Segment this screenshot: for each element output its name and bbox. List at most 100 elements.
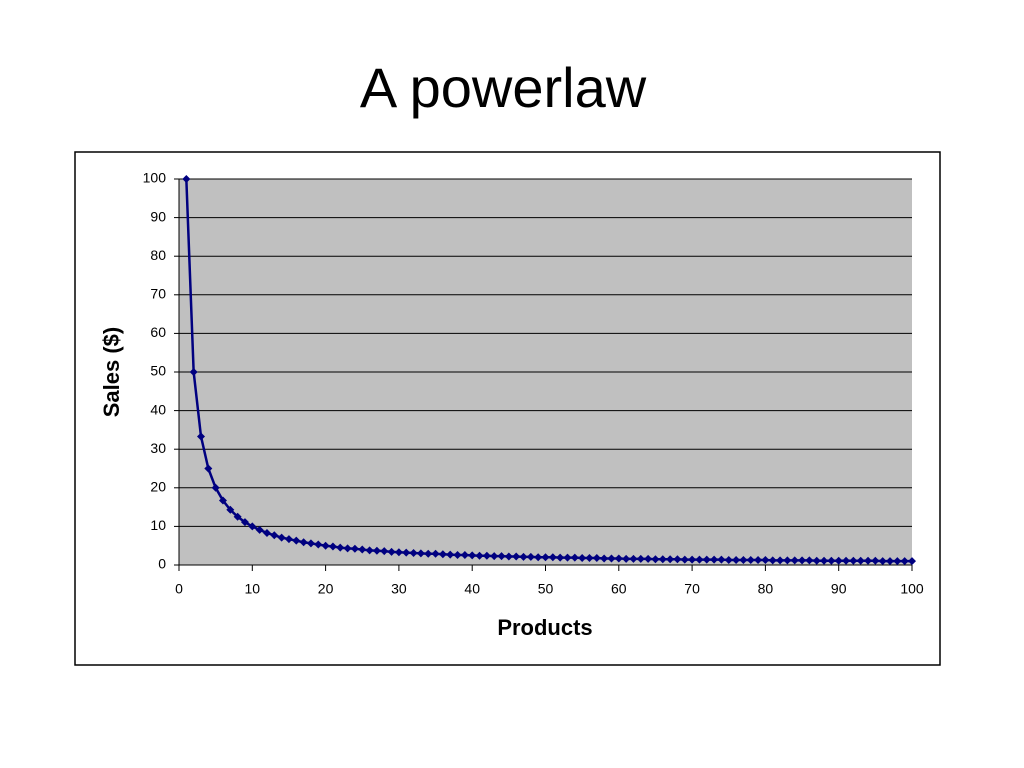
- data-point: [585, 554, 594, 563]
- data-point: [438, 550, 447, 559]
- data-point: [622, 554, 631, 563]
- data-point: [277, 533, 286, 542]
- y-tick-label: 40: [150, 401, 166, 417]
- data-point: [600, 554, 609, 563]
- data-point: [834, 556, 843, 565]
- data-point: [842, 556, 851, 565]
- data-point: [710, 555, 719, 564]
- data-point: [746, 555, 755, 564]
- data-point: [292, 536, 301, 545]
- y-tick-label: 60: [150, 324, 166, 340]
- data-point: [607, 554, 616, 563]
- data-point: [849, 556, 858, 565]
- data-point: [409, 549, 418, 558]
- data-point: [299, 538, 308, 547]
- data-point: [798, 556, 807, 565]
- y-tick-label: 100: [143, 170, 167, 186]
- data-point: [314, 540, 323, 549]
- data-point: [570, 553, 579, 562]
- x-tick-label: 100: [900, 581, 924, 597]
- data-point: [262, 528, 271, 537]
- data-point: [365, 546, 374, 555]
- data-point: [182, 175, 191, 183]
- data-point: [878, 557, 887, 566]
- x-tick-label: 40: [464, 581, 480, 597]
- data-point: [394, 548, 403, 557]
- data-point: [453, 550, 462, 559]
- data-point: [189, 368, 198, 376]
- data-point: [856, 556, 865, 565]
- data-point: [306, 539, 315, 548]
- y-tick-label: 90: [150, 208, 166, 224]
- y-tick-label: 70: [150, 286, 166, 302]
- data-point: [336, 543, 345, 552]
- data-point: [776, 556, 785, 565]
- data-point: [908, 557, 916, 566]
- data-point: [805, 556, 814, 565]
- data-point: [321, 541, 330, 550]
- data-point: [629, 554, 638, 563]
- data-point: [350, 544, 359, 553]
- data-point: [416, 549, 425, 558]
- data-point: [233, 512, 242, 521]
- data-point: [526, 552, 535, 561]
- x-tick-label: 70: [684, 581, 700, 597]
- data-point: [402, 548, 411, 557]
- x-tick-label: 50: [538, 581, 554, 597]
- data-point: [446, 550, 455, 559]
- data-point: [196, 432, 205, 441]
- data-point: [790, 556, 799, 565]
- data-point: [512, 552, 521, 561]
- data-point: [592, 554, 601, 563]
- data-point: [783, 556, 792, 565]
- data-point: [614, 554, 623, 563]
- data-point: [519, 552, 528, 561]
- data-point: [504, 552, 513, 561]
- data-point: [563, 553, 572, 562]
- data-point: [248, 522, 257, 531]
- data-point: [534, 553, 543, 562]
- data-point: [812, 556, 821, 565]
- data-point: [900, 557, 909, 566]
- data-point: [578, 554, 587, 563]
- x-tick-label: 0: [175, 581, 183, 597]
- data-point: [431, 549, 440, 558]
- data-point: [724, 555, 733, 564]
- data-point: [482, 551, 491, 560]
- data-point: [695, 555, 704, 564]
- data-point: [343, 544, 352, 553]
- data-point: [673, 555, 682, 564]
- data-point: [644, 554, 653, 563]
- y-tick-label: 50: [150, 363, 166, 379]
- data-point: [636, 554, 645, 563]
- y-tick-label: 20: [150, 479, 166, 495]
- data-point: [497, 552, 506, 561]
- data-point: [893, 557, 902, 566]
- data-point: [475, 551, 484, 560]
- data-point: [468, 551, 477, 560]
- chart-title: A powerlaw: [360, 56, 647, 119]
- data-point: [702, 555, 711, 564]
- y-tick-label: 80: [150, 247, 166, 263]
- data-point: [255, 525, 264, 534]
- data-point: [204, 464, 213, 473]
- x-tick-label: 60: [611, 581, 627, 597]
- y-tick-label: 0: [158, 556, 166, 572]
- x-axis-label: Products: [497, 615, 592, 640]
- data-point: [460, 550, 469, 559]
- data-point: [424, 549, 433, 558]
- y-tick-label: 30: [150, 440, 166, 456]
- data-point: [827, 556, 836, 565]
- data-point: [226, 505, 235, 514]
- x-tick-label: 10: [245, 581, 261, 597]
- data-point: [864, 556, 873, 565]
- data-point: [666, 555, 675, 564]
- data-point: [886, 557, 895, 566]
- y-axis-label: Sales ($): [99, 327, 124, 418]
- x-tick-label: 20: [318, 581, 334, 597]
- x-tick-label: 30: [391, 581, 407, 597]
- data-point: [556, 553, 565, 562]
- data-point: [380, 547, 389, 556]
